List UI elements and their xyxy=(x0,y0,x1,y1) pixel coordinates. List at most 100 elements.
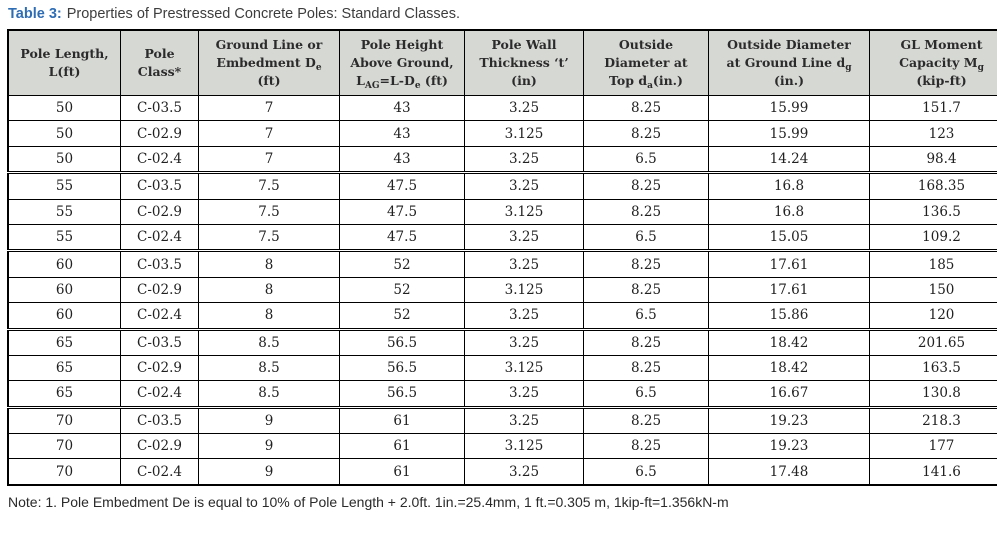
cell-moment-capacity: 201.65 xyxy=(869,327,997,356)
cell-diameter-at-top: 8.25 xyxy=(583,249,709,278)
cell-diameter-at-ground-line: 16.8 xyxy=(708,171,870,200)
cell-pole-length: 65 xyxy=(7,380,121,408)
cell-diameter-at-ground-line: 15.86 xyxy=(708,302,870,330)
cell-diameter-at-ground-line: 16.8 xyxy=(708,198,870,225)
table-caption-label: Table 3: xyxy=(8,6,62,22)
column-header-pole-class: Pole Class* xyxy=(120,29,199,96)
cell-pole-length: 50 xyxy=(7,145,121,174)
cell-wall-thickness: 3.25 xyxy=(464,145,584,174)
cell-moment-capacity: 168.35 xyxy=(869,171,997,200)
cell-embedment-depth: 8.5 xyxy=(198,327,340,356)
cell-height-above-ground: 56.5 xyxy=(339,354,465,382)
cell-embedment-depth: 8 xyxy=(198,302,340,330)
table-row: 60 C-02.9 8 52 3.125 8.25 17.61 150 xyxy=(7,276,997,304)
cell-pole-length: 50 xyxy=(7,120,121,147)
cell-moment-capacity: 177 xyxy=(869,433,997,460)
cell-pole-length: 65 xyxy=(7,354,121,382)
cell-wall-thickness: 3.25 xyxy=(464,327,584,356)
cell-height-above-ground: 56.5 xyxy=(339,380,465,408)
cell-diameter-at-ground-line: 17.61 xyxy=(708,276,870,304)
cell-diameter-at-ground-line: 17.61 xyxy=(708,249,870,278)
table-caption-text: Properties of Prestressed Concrete Poles… xyxy=(66,6,461,22)
cell-diameter-at-ground-line: 15.99 xyxy=(708,120,870,147)
pole-properties-table: Pole Length, L(ft) Pole Class* Ground Line o… xyxy=(7,29,997,486)
cell-diameter-at-ground-line: 19.23 xyxy=(708,433,870,460)
cell-diameter-at-top: 8.25 xyxy=(583,171,709,200)
cell-diameter-at-ground-line: 17.48 xyxy=(708,458,870,486)
cell-height-above-ground: 56.5 xyxy=(339,327,465,356)
cell-pole-class: C-03.5 xyxy=(120,94,199,122)
cell-diameter-at-ground-line: 19.23 xyxy=(708,405,870,435)
cell-diameter-at-top: 6.5 xyxy=(583,458,709,486)
cell-wall-thickness: 3.25 xyxy=(464,249,584,278)
cell-embedment-depth: 7.5 xyxy=(198,171,340,200)
cell-height-above-ground: 52 xyxy=(339,302,465,330)
table-row: 70 C-03.5 9 61 3.25 8.25 19.23 218.3 xyxy=(7,405,997,435)
table-row: 50 C-03.5 7 43 3.25 8.25 15.99 151.7 xyxy=(7,94,997,122)
cell-diameter-at-top: 8.25 xyxy=(583,405,709,435)
cell-diameter-at-top: 6.5 xyxy=(583,145,709,174)
cell-height-above-ground: 61 xyxy=(339,405,465,435)
cell-moment-capacity: 130.8 xyxy=(869,380,997,408)
cell-diameter-at-top: 6.5 xyxy=(583,223,709,252)
cell-embedment-depth: 8 xyxy=(198,276,340,304)
table-row: 60 C-03.5 8 52 3.25 8.25 17.61 185 xyxy=(7,249,997,278)
cell-moment-capacity: 218.3 xyxy=(869,405,997,435)
cell-pole-length: 55 xyxy=(7,223,121,252)
cell-moment-capacity: 141.6 xyxy=(869,458,997,486)
table-row: 65 C-02.9 8.5 56.5 3.125 8.25 18.42 163.5 xyxy=(7,354,997,382)
cell-wall-thickness: 3.25 xyxy=(464,405,584,435)
cell-pole-class: C-02.9 xyxy=(120,354,199,382)
cell-pole-class: C-02.4 xyxy=(120,380,199,408)
cell-diameter-at-top: 8.25 xyxy=(583,433,709,460)
table-row: 55 C-02.9 7.5 47.5 3.125 8.25 16.8 136.5 xyxy=(7,198,997,225)
cell-diameter-at-top: 8.25 xyxy=(583,94,709,122)
cell-wall-thickness: 3.25 xyxy=(464,94,584,122)
table-row: 50 C-02.4 7 43 3.25 6.5 14.24 98.4 xyxy=(7,145,997,174)
table-row: 50 C-02.9 7 43 3.125 8.25 15.99 123 xyxy=(7,120,997,147)
cell-moment-capacity: 120 xyxy=(869,302,997,330)
cell-pole-class: C-02.9 xyxy=(120,120,199,147)
cell-pole-class: C-03.5 xyxy=(120,171,199,200)
cell-diameter-at-top: 8.25 xyxy=(583,327,709,356)
cell-diameter-at-top: 8.25 xyxy=(583,198,709,225)
cell-diameter-at-ground-line: 18.42 xyxy=(708,327,870,356)
cell-wall-thickness: 3.25 xyxy=(464,223,584,252)
cell-pole-length: 70 xyxy=(7,433,121,460)
cell-embedment-depth: 8 xyxy=(198,249,340,278)
cell-pole-length: 65 xyxy=(7,327,121,356)
cell-height-above-ground: 43 xyxy=(339,120,465,147)
column-header-height-above-ground: Pole Height Above Ground, LAG=L-De (ft) xyxy=(339,29,465,96)
table-row: 65 C-03.5 8.5 56.5 3.25 8.25 18.42 201.65 xyxy=(7,327,997,356)
cell-height-above-ground: 52 xyxy=(339,249,465,278)
cell-moment-capacity: 163.5 xyxy=(869,354,997,382)
cell-wall-thickness: 3.25 xyxy=(464,458,584,486)
cell-height-above-ground: 43 xyxy=(339,94,465,122)
cell-wall-thickness: 3.25 xyxy=(464,380,584,408)
cell-diameter-at-ground-line: 16.67 xyxy=(708,380,870,408)
table-row: 70 C-02.4 9 61 3.25 6.5 17.48 141.6 xyxy=(7,458,997,486)
cell-embedment-depth: 9 xyxy=(198,458,340,486)
column-header-embedment-depth: Ground Line or Embedment De (ft) xyxy=(198,29,340,96)
cell-pole-class: C-02.9 xyxy=(120,433,199,460)
cell-embedment-depth: 7.5 xyxy=(198,198,340,225)
cell-moment-capacity: 150 xyxy=(869,276,997,304)
cell-diameter-at-ground-line: 18.42 xyxy=(708,354,870,382)
cell-diameter-at-top: 8.25 xyxy=(583,276,709,304)
cell-embedment-depth: 7.5 xyxy=(198,223,340,252)
cell-pole-length: 55 xyxy=(7,198,121,225)
cell-diameter-at-top: 8.25 xyxy=(583,120,709,147)
cell-pole-length: 60 xyxy=(7,276,121,304)
cell-pole-class: C-03.5 xyxy=(120,327,199,356)
cell-moment-capacity: 98.4 xyxy=(869,145,997,174)
cell-wall-thickness: 3.125 xyxy=(464,354,584,382)
table-row: 55 C-03.5 7.5 47.5 3.25 8.25 16.8 168.35 xyxy=(7,171,997,200)
cell-pole-class: C-02.4 xyxy=(120,458,199,486)
cell-pole-length: 50 xyxy=(7,94,121,122)
cell-diameter-at-top: 8.25 xyxy=(583,354,709,382)
cell-embedment-depth: 7 xyxy=(198,94,340,122)
cell-diameter-at-ground-line: 15.99 xyxy=(708,94,870,122)
cell-moment-capacity: 109.2 xyxy=(869,223,997,252)
cell-diameter-at-ground-line: 14.24 xyxy=(708,145,870,174)
